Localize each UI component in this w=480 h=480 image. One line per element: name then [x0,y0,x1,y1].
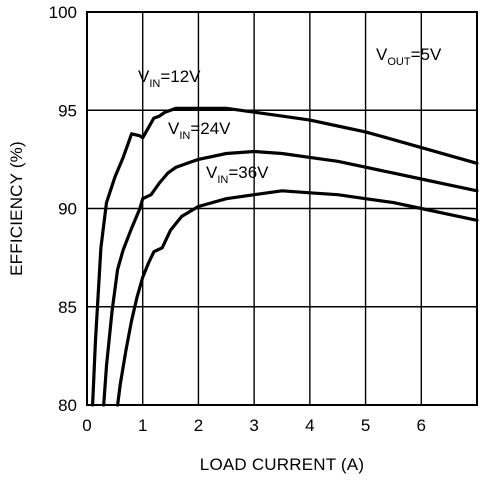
vout-annotation: VOUT=5V [376,45,442,68]
series-line-2 [102,149,479,407]
y-axis-label: EFFICIENCY (%) [7,141,26,276]
y-tick-label: 80 [58,396,77,415]
plot-frame [86,11,478,406]
x-tick-label: 1 [138,416,147,435]
series-label-1: VIN=12V [138,67,201,90]
x-tick-label: 5 [361,416,370,435]
series-line-3 [115,189,479,407]
x-tick-label: 4 [305,416,314,435]
y-tick-label: 100 [49,3,77,22]
y-tick-label: 90 [58,200,77,219]
annotations: VIN=12V VIN=24V VIN=36V VOUT=5V [138,45,442,186]
y-tick-label: 85 [58,298,77,317]
x-tick-label: 0 [82,416,91,435]
series-line-1 [90,106,479,407]
series-lines [90,106,479,407]
tick-labels: 0 1 2 3 4 5 6 80 85 90 95 100 [49,3,426,435]
x-tick-label: 3 [249,416,258,435]
y-tick-label: 95 [58,101,77,120]
series-label-2: VIN=24V [168,119,231,142]
x-tick-label: 6 [417,416,426,435]
x-tick-label: 2 [194,416,203,435]
series-label-3: VIN=36V [206,163,269,186]
x-axis-label: LOAD CURRENT (A) [200,455,364,474]
